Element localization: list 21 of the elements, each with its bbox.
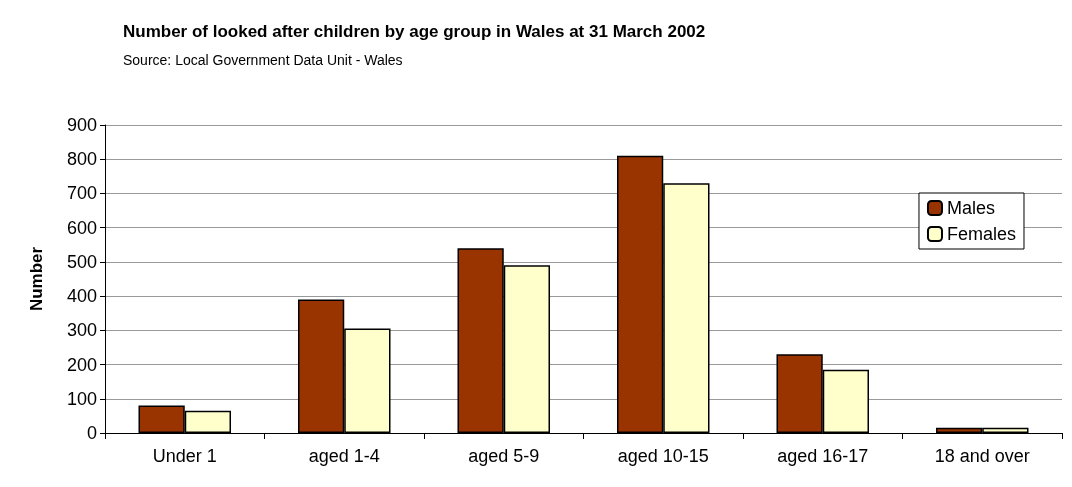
- x-tick-label: 18 and over: [934, 446, 1030, 466]
- y-tick-label: 700: [66, 183, 97, 204]
- chart-subtitle: Source: Local Government Data Unit - Wales: [123, 52, 403, 68]
- x-tick-label: aged 10-15: [617, 446, 709, 466]
- y-tick-label: 800: [66, 149, 97, 170]
- x-tick-label: aged 16-17: [777, 446, 869, 466]
- x-tick-label: Under 1: [152, 446, 217, 466]
- y-tick-label: 200: [66, 354, 97, 375]
- y-tick-label: 300: [66, 320, 97, 341]
- y-tick-label: 100: [66, 388, 97, 409]
- x-tick-label: aged 5-9: [468, 446, 540, 466]
- legend-label: Males: [946, 198, 995, 218]
- chart-title: Number of looked after children by age group in Wales at 31 March 2002: [123, 22, 706, 41]
- y-tick-label: 400: [66, 286, 97, 307]
- y-tick-label: 600: [66, 217, 97, 238]
- y-tick-label: 500: [66, 251, 97, 272]
- y-tick-label: 0: [86, 423, 97, 443]
- y-axis-title: Number: [27, 246, 46, 312]
- legend-label: Females: [946, 224, 1017, 244]
- x-tick-label: aged 1-4: [308, 446, 380, 466]
- y-tick-label: 900: [66, 115, 97, 135]
